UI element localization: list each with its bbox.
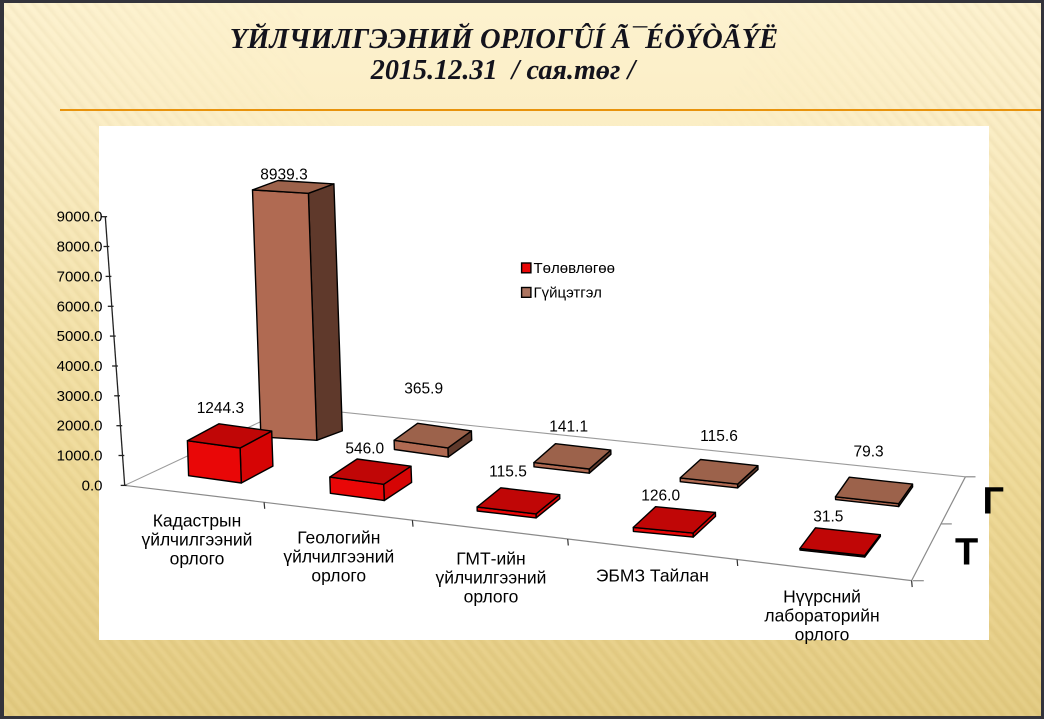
svg-text:Г: Г [983,481,1005,523]
svg-text:79.3: 79.3 [854,443,884,460]
svg-text:орлого: орлого [311,566,366,586]
svg-text:0.0: 0.0 [82,477,103,494]
svg-text:орлого: орлого [170,549,225,569]
svg-text:орлого: орлого [795,625,850,645]
svg-text:115.5: 115.5 [489,463,527,480]
svg-text:ГМТ-ийн: ГМТ-ийн [456,549,525,569]
svg-text:2000.0: 2000.0 [57,418,103,435]
svg-text:Төлөвлөгөө: Төлөвлөгөө [534,260,615,277]
svg-text:3000.0: 3000.0 [57,388,103,405]
svg-text:115.6: 115.6 [700,428,738,445]
svg-text:Гүйцэтгэл: Гүйцэтгэл [534,285,602,302]
svg-text:126.0: 126.0 [641,487,680,504]
svg-text:ЭБМЗ Тайлан: ЭБМЗ Тайлан [596,566,709,586]
svg-text:9000.0: 9000.0 [57,209,103,226]
svg-text:Кадастрын: Кадастрын [153,511,242,531]
svg-text:4000.0: 4000.0 [57,358,103,375]
svg-text:141.1: 141.1 [549,418,588,435]
svg-text:Т: Т [955,532,978,574]
svg-text:Нүүрсний: Нүүрсний [783,587,861,607]
svg-text:6000.0: 6000.0 [57,298,103,315]
svg-text:546.0: 546.0 [345,441,384,458]
svg-text:үйлчилгээний: үйлчилгээний [283,547,394,567]
svg-text:лабораторийн: лабораторийн [764,606,879,626]
svg-text:8000.0: 8000.0 [57,239,103,256]
svg-text:үйлчилгээний: үйлчилгээний [142,530,253,550]
svg-text:365.9: 365.9 [404,381,443,398]
svg-text:орлого: орлого [464,587,519,607]
svg-text:31.5: 31.5 [813,508,843,525]
svg-text:Геологийн: Геологийн [297,528,380,548]
svg-text:7000.0: 7000.0 [57,268,103,285]
svg-text:үйлчилгээний: үйлчилгээний [436,568,547,588]
svg-text:1244.3: 1244.3 [197,400,244,417]
svg-text:5000.0: 5000.0 [57,328,103,345]
svg-text:1000.0: 1000.0 [57,448,103,465]
svg-text:8939.3: 8939.3 [260,167,307,184]
